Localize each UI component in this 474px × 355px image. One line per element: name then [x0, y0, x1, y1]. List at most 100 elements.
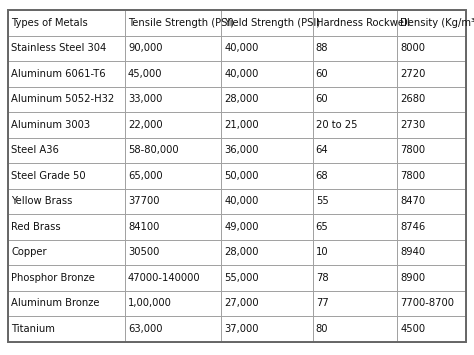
- Bar: [397, 290, 466, 316]
- Bar: [8, 163, 125, 189]
- Text: 27,000: 27,000: [224, 298, 259, 308]
- Text: 36,000: 36,000: [224, 145, 259, 155]
- Text: Yellow Brass: Yellow Brass: [11, 196, 73, 206]
- Bar: [221, 112, 312, 137]
- Text: 30500: 30500: [128, 247, 159, 257]
- Bar: [221, 189, 312, 214]
- Text: 4500: 4500: [400, 324, 425, 334]
- Bar: [397, 36, 466, 61]
- Text: 49,000: 49,000: [224, 222, 259, 232]
- Text: 2720: 2720: [400, 69, 426, 79]
- Bar: [8, 112, 125, 137]
- Text: 65,000: 65,000: [128, 171, 163, 181]
- Text: Tensile Strength (PSI): Tensile Strength (PSI): [128, 18, 234, 28]
- Bar: [125, 240, 221, 265]
- Bar: [397, 163, 466, 189]
- Bar: [8, 265, 125, 290]
- Bar: [312, 10, 397, 36]
- Text: Stainless Steel 304: Stainless Steel 304: [11, 43, 107, 53]
- Bar: [125, 61, 221, 87]
- Text: 77: 77: [316, 298, 328, 308]
- Bar: [397, 214, 466, 240]
- Bar: [8, 189, 125, 214]
- Bar: [125, 36, 221, 61]
- Text: 68: 68: [316, 171, 328, 181]
- Bar: [8, 61, 125, 87]
- Bar: [125, 265, 221, 290]
- Bar: [312, 112, 397, 137]
- Text: 47000-140000: 47000-140000: [128, 273, 201, 283]
- Text: 58-80,000: 58-80,000: [128, 145, 179, 155]
- Text: 7800: 7800: [400, 171, 425, 181]
- Text: 28,000: 28,000: [224, 247, 259, 257]
- Text: 37,000: 37,000: [224, 324, 259, 334]
- Bar: [312, 240, 397, 265]
- Bar: [221, 10, 312, 36]
- Bar: [125, 163, 221, 189]
- Bar: [125, 10, 221, 36]
- Text: 80: 80: [316, 324, 328, 334]
- Text: 1,00,000: 1,00,000: [128, 298, 172, 308]
- Text: 60: 60: [316, 94, 328, 104]
- Bar: [397, 240, 466, 265]
- Text: Aluminum 6061-T6: Aluminum 6061-T6: [11, 69, 106, 79]
- Bar: [8, 36, 125, 61]
- Text: Aluminum 5052-H32: Aluminum 5052-H32: [11, 94, 115, 104]
- Text: Aluminum 3003: Aluminum 3003: [11, 120, 91, 130]
- Text: 7800: 7800: [400, 145, 425, 155]
- Text: 45,000: 45,000: [128, 69, 163, 79]
- Text: 8470: 8470: [400, 196, 425, 206]
- Bar: [8, 214, 125, 240]
- Bar: [312, 61, 397, 87]
- Text: 63,000: 63,000: [128, 324, 163, 334]
- Bar: [397, 137, 466, 163]
- Text: 8000: 8000: [400, 43, 425, 53]
- Text: 22,000: 22,000: [128, 120, 163, 130]
- Bar: [221, 265, 312, 290]
- Text: 8900: 8900: [400, 273, 425, 283]
- Text: Yield Strength (PSI): Yield Strength (PSI): [224, 18, 320, 28]
- Bar: [8, 240, 125, 265]
- Bar: [8, 137, 125, 163]
- Text: Density (Kg/m³): Density (Kg/m³): [400, 18, 474, 28]
- Bar: [312, 36, 397, 61]
- Bar: [8, 87, 125, 112]
- Text: 55,000: 55,000: [224, 273, 259, 283]
- Bar: [125, 189, 221, 214]
- Bar: [221, 290, 312, 316]
- Bar: [125, 290, 221, 316]
- Text: 33,000: 33,000: [128, 94, 163, 104]
- Text: 37700: 37700: [128, 196, 160, 206]
- Bar: [312, 290, 397, 316]
- Bar: [221, 36, 312, 61]
- Bar: [221, 240, 312, 265]
- Text: Steel Grade 50: Steel Grade 50: [11, 171, 86, 181]
- Bar: [312, 163, 397, 189]
- Bar: [125, 316, 221, 342]
- Text: 40,000: 40,000: [224, 43, 258, 53]
- Text: 2730: 2730: [400, 120, 426, 130]
- Text: 28,000: 28,000: [224, 94, 259, 104]
- Bar: [397, 316, 466, 342]
- Bar: [312, 137, 397, 163]
- Text: 90,000: 90,000: [128, 43, 163, 53]
- Bar: [397, 61, 466, 87]
- Bar: [125, 87, 221, 112]
- Text: 7700-8700: 7700-8700: [400, 298, 454, 308]
- Text: Aluminum Bronze: Aluminum Bronze: [11, 298, 100, 308]
- Bar: [125, 112, 221, 137]
- Text: Copper: Copper: [11, 247, 47, 257]
- Bar: [397, 87, 466, 112]
- Bar: [397, 189, 466, 214]
- Text: 20 to 25: 20 to 25: [316, 120, 357, 130]
- Bar: [397, 265, 466, 290]
- Text: 21,000: 21,000: [224, 120, 259, 130]
- Bar: [8, 10, 125, 36]
- Text: 55: 55: [316, 196, 328, 206]
- Text: 60: 60: [316, 69, 328, 79]
- Bar: [312, 316, 397, 342]
- Bar: [312, 189, 397, 214]
- Bar: [221, 137, 312, 163]
- Text: Hardness Rockwell: Hardness Rockwell: [316, 18, 410, 28]
- Text: Phosphor Bronze: Phosphor Bronze: [11, 273, 95, 283]
